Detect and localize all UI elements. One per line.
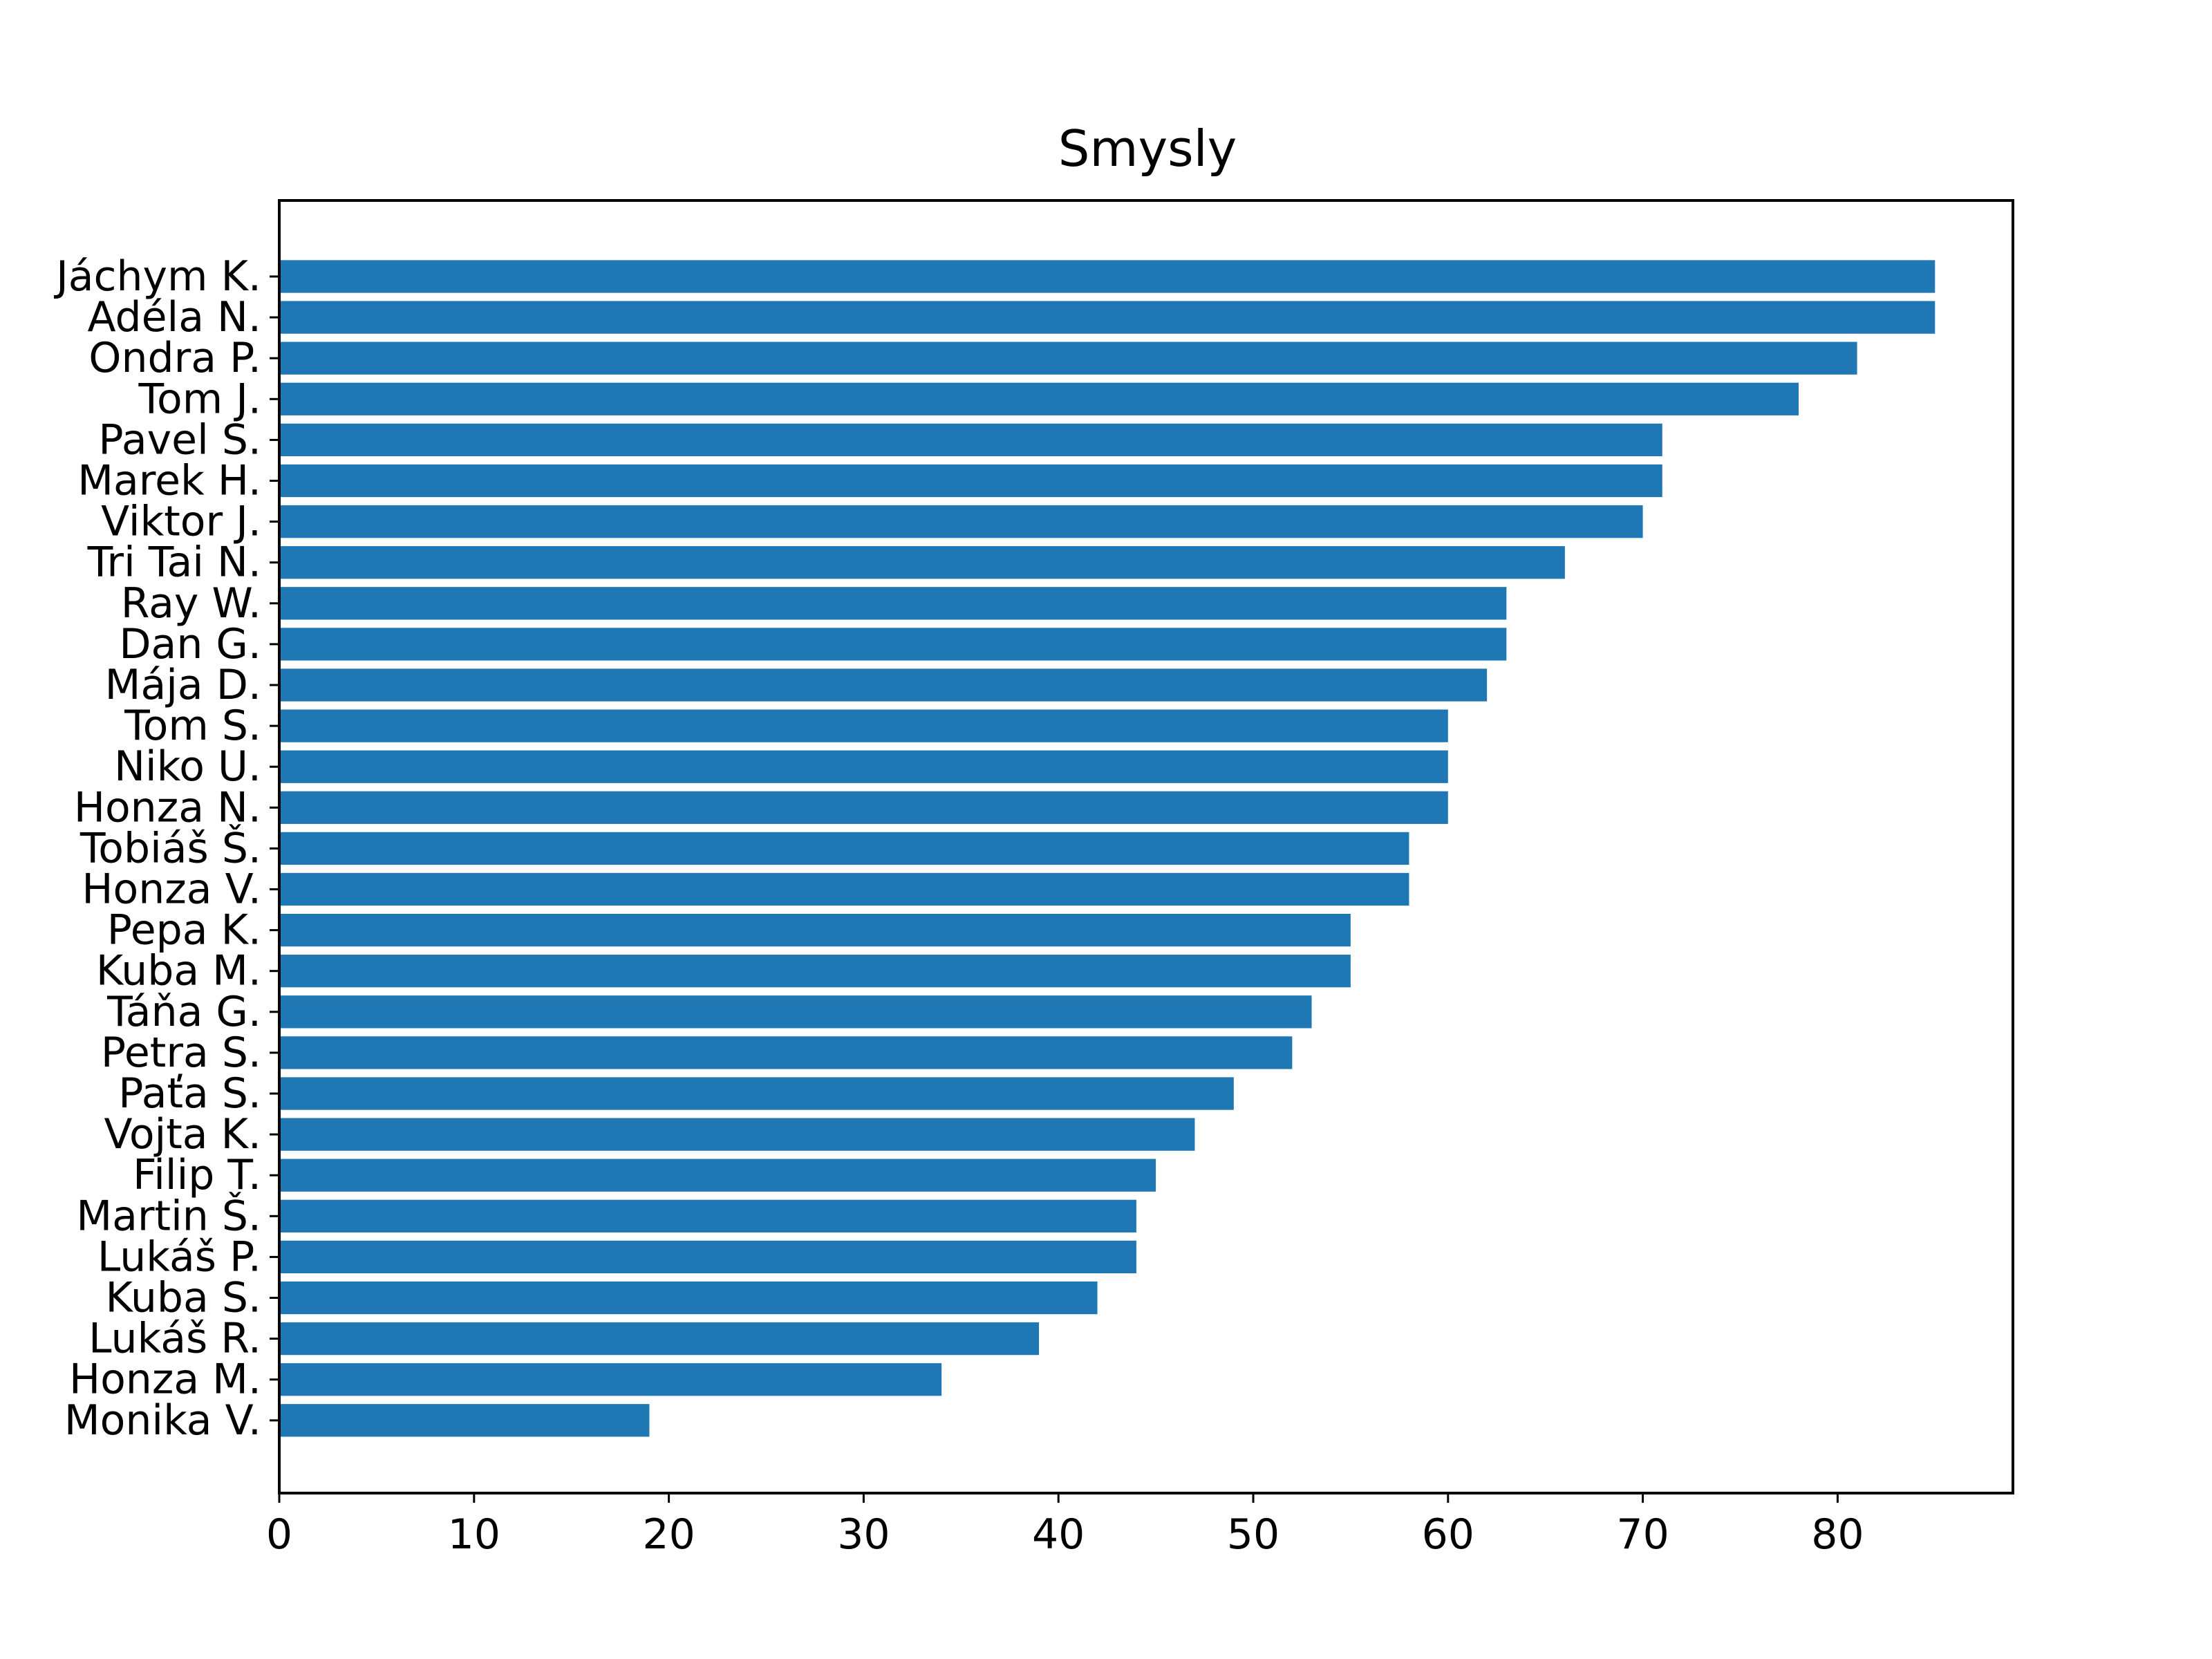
y-tick-label: Tobiáš Š.: [79, 823, 261, 872]
bar: [279, 1363, 942, 1396]
y-tick-label: Tom S.: [124, 702, 261, 750]
y-tick-label: Kuba M.: [96, 947, 261, 995]
plot-frame: [278, 199, 2014, 1494]
bar: [279, 995, 1312, 1029]
y-tick-label: Táňa G.: [106, 988, 261, 1036]
y-tick-label: Lukáš R.: [88, 1315, 261, 1363]
y-tick-label: Niko U.: [114, 742, 261, 791]
bar: [279, 1036, 1293, 1069]
bar: [279, 1281, 1098, 1315]
x-tick-label: 30: [837, 1510, 890, 1559]
bar: [279, 301, 1936, 334]
x-tick-label: 40: [1032, 1510, 1085, 1559]
bar: [279, 628, 1507, 661]
y-tick-label: Petra S.: [101, 1029, 261, 1077]
bar: [279, 464, 1662, 498]
y-tick-label: Honza M.: [69, 1356, 261, 1404]
bar: [279, 1404, 650, 1437]
bar: [279, 341, 1857, 375]
bar: [279, 791, 1448, 824]
x-tick-label: 20: [642, 1510, 695, 1559]
bar: [279, 1322, 1040, 1356]
bar: [279, 423, 1662, 457]
bar: [279, 750, 1448, 783]
x-tick-label: 50: [1227, 1510, 1280, 1559]
bar: [279, 832, 1409, 865]
y-tick-label: Adéla N.: [88, 293, 261, 341]
x-tick-label: 10: [448, 1510, 500, 1559]
y-tick-label: Vojta K.: [104, 1110, 261, 1159]
y-tick-label: Tom J.: [138, 375, 261, 423]
y-tick-label: Pavel S.: [98, 415, 261, 464]
chart-title: Smysly: [1058, 120, 1237, 178]
y-tick-label: Ray W.: [121, 579, 261, 628]
bar: [279, 913, 1351, 947]
y-tick-label: Honza V.: [82, 865, 261, 914]
y-tick-label: Kuba S.: [106, 1274, 261, 1322]
y-tick-label: Honza N.: [74, 783, 261, 832]
y-tick-label: Jáchym K.: [53, 252, 261, 301]
x-tick-label: 0: [266, 1510, 292, 1559]
bar: [279, 955, 1351, 988]
y-tick-label: Viktor J.: [101, 498, 261, 546]
bar: [279, 1240, 1136, 1274]
bar: [279, 260, 1936, 293]
y-tick-label: Dan G.: [119, 620, 261, 668]
y-tick-label: Marek H.: [77, 457, 261, 505]
bar: [279, 872, 1409, 906]
bar: [279, 1118, 1195, 1151]
x-tick-label: 70: [1616, 1510, 1669, 1559]
y-axis: Jáchym K.Adéla N.Ondra P.Tom J.Pavel S.M…: [53, 252, 279, 1445]
y-tick-label: Paťa S.: [118, 1069, 261, 1118]
x-tick-label: 80: [1811, 1510, 1864, 1559]
y-tick-label: Pepa K.: [107, 906, 261, 955]
bar: [279, 1159, 1156, 1192]
bar: [279, 1077, 1234, 1110]
y-tick-label: Lukáš P.: [97, 1232, 261, 1281]
x-axis: 0 10 20 30 40 50 60 70 80: [266, 1493, 1864, 1559]
bar: [279, 382, 1799, 415]
y-tick-label: Filip T.: [133, 1151, 261, 1199]
bar: [279, 505, 1643, 538]
bar: [279, 587, 1507, 620]
y-tick-label: Monika V.: [64, 1396, 261, 1445]
x-tick-label: 60: [1422, 1510, 1474, 1559]
y-tick-label: Martin Š.: [76, 1191, 261, 1240]
y-tick-label: Ondra P.: [88, 334, 261, 382]
bar: [279, 709, 1448, 742]
bar: [279, 668, 1488, 702]
bar: [279, 1199, 1136, 1232]
y-tick-label: Mája D.: [105, 661, 261, 709]
bar: [279, 546, 1565, 579]
y-tick-label: Tri Tai N.: [87, 538, 261, 587]
bars-group: [279, 260, 1936, 1437]
